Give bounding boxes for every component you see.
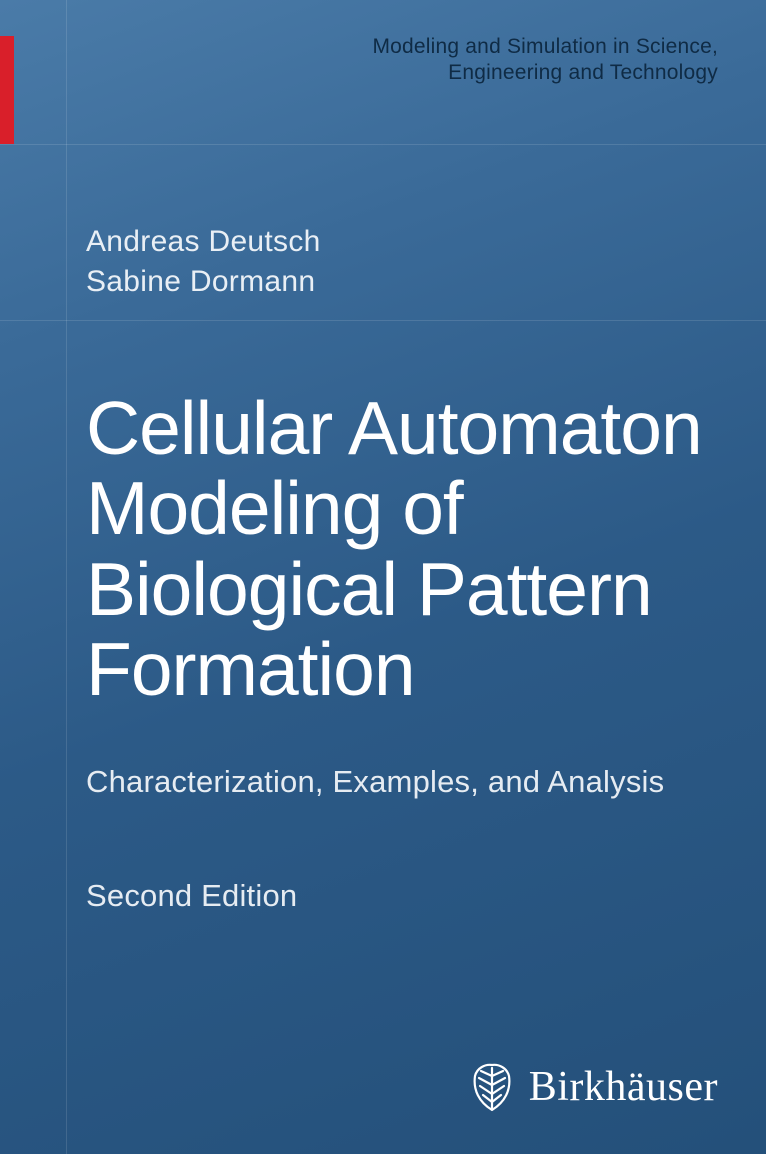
series-line-1: Modeling and Simulation in Science, bbox=[372, 34, 718, 60]
book-cover: Modeling and Simulation in Science, Engi… bbox=[0, 0, 766, 1154]
grid-hline bbox=[0, 144, 766, 145]
book-title: Cellular Automaton Modeling of Biologica… bbox=[86, 388, 726, 709]
author-2: Sabine Dormann bbox=[86, 262, 321, 302]
birkhauser-leaf-icon bbox=[469, 1062, 515, 1112]
grid-hline bbox=[0, 320, 766, 321]
author-1: Andreas Deutsch bbox=[86, 222, 321, 262]
publisher-name: Birkhäuser bbox=[529, 1063, 718, 1111]
publisher-block: Birkhäuser bbox=[469, 1062, 718, 1112]
series-name: Modeling and Simulation in Science, Engi… bbox=[372, 34, 718, 87]
edition-label: Second Edition bbox=[86, 878, 297, 914]
series-line-2: Engineering and Technology bbox=[372, 60, 718, 86]
accent-red-tab bbox=[0, 36, 14, 144]
grid-vline bbox=[66, 0, 67, 1154]
authors-block: Andreas Deutsch Sabine Dormann bbox=[86, 222, 321, 301]
book-subtitle: Characterization, Examples, and Analysis bbox=[86, 762, 706, 802]
